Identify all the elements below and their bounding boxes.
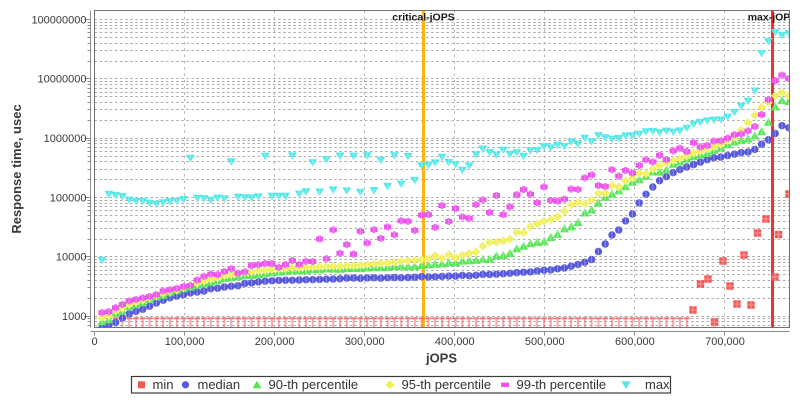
svg-text:critical-jOPS: critical-jOPS <box>392 12 454 24</box>
svg-text:median: median <box>198 377 241 392</box>
svg-text:100,000: 100,000 <box>165 336 205 348</box>
svg-text:200,000: 200,000 <box>255 336 295 348</box>
svg-text:1000: 1000 <box>62 311 86 323</box>
svg-text:700,000: 700,000 <box>705 336 745 348</box>
svg-text:min: min <box>153 377 174 392</box>
svg-text:max-jOPS: max-jOPS <box>748 12 798 24</box>
svg-text:jOPS: jOPS <box>425 351 457 366</box>
svg-text:300,000: 300,000 <box>345 336 385 348</box>
svg-text:90-th percentile: 90-th percentile <box>269 377 359 392</box>
svg-text:Response time, usec: Response time, usec <box>9 104 24 233</box>
svg-text:10000: 10000 <box>56 252 87 264</box>
svg-text:100000000: 100000000 <box>31 14 86 26</box>
svg-text:max: max <box>645 377 670 392</box>
svg-text:1000000: 1000000 <box>44 133 87 145</box>
svg-text:600,000: 600,000 <box>615 336 655 348</box>
svg-text:500,000: 500,000 <box>525 336 565 348</box>
svg-text:0: 0 <box>91 336 97 348</box>
svg-text:10000000: 10000000 <box>38 74 87 86</box>
svg-text:99-th percentile: 99-th percentile <box>517 377 607 392</box>
svg-text:100000: 100000 <box>50 192 87 204</box>
svg-text:95-th percentile: 95-th percentile <box>402 377 492 392</box>
svg-text:400,000: 400,000 <box>435 336 475 348</box>
